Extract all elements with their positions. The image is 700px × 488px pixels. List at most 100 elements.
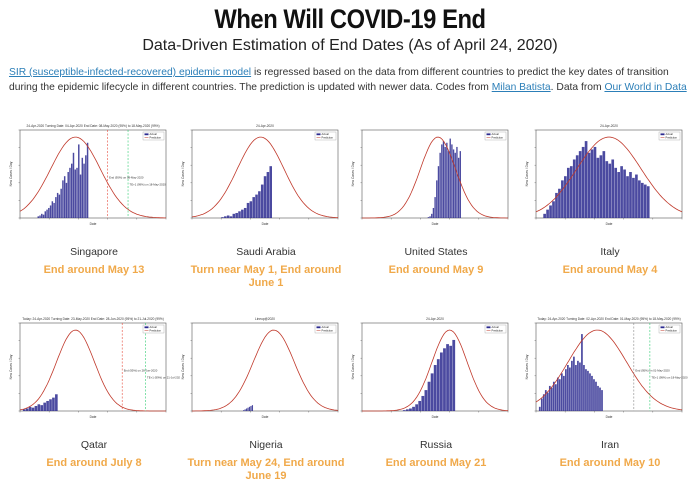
data-bar [581,146,585,218]
country-name: Italy [600,246,620,258]
data-bar [432,207,435,218]
data-bar [447,151,450,218]
country-card[interactable]: 24-Apr-2020 Actual Prediction Date New Cases… [350,313,522,488]
legend-box [484,324,507,334]
data-bar [575,365,577,411]
data-bar [76,167,78,218]
data-bar [412,406,415,411]
country-card[interactable]: Actual Prediction Date New Cases / Day Unite… [350,120,522,295]
data-bar [452,149,455,218]
data-bar [429,216,431,218]
data-bar [638,180,641,218]
data-bar [569,166,573,218]
data-bar [418,400,422,411]
end-date-prediction: End around May 21 [385,457,487,469]
data-bar [597,385,599,411]
data-bar [63,176,66,218]
data-bar [561,180,564,218]
legend-swatch-actual [144,326,149,329]
data-bar [70,163,73,218]
data-bar [56,192,59,218]
x-axis-label: Date [606,222,613,226]
data-bar [443,348,446,411]
country-card[interactable]: Lineup@2020 Actual Prediction Date New Cases… [180,313,352,488]
data-bar [552,201,555,218]
data-bar [258,191,261,218]
legend-label-prediction: Prediction [150,136,162,140]
data-bar [444,146,446,218]
country-card[interactable]: 24-Apr-2020 Actual Prediction Date New Cases… [180,120,352,295]
y-axis-label: New Cases / Day [9,354,13,379]
data-bar [427,217,430,218]
data-bar [544,390,547,411]
epidemic-chart: 24-Apr-2020 Turning Date: 04-Apr-2020 En… [9,124,167,226]
y-axis-label: New Cases / Day [525,354,529,379]
country-card[interactable]: 24-Apr-2020 Actual Prediction Date New Cases… [524,120,696,295]
data-bar [260,184,264,218]
legend-swatch-actual [316,326,321,329]
data-bar [611,159,615,218]
data-bar [558,379,561,411]
milan-batista-link[interactable]: Milan Batista [491,82,551,93]
data-bar [421,395,425,411]
data-bar [578,151,582,218]
legend-box [142,131,165,141]
data-bar [617,172,620,218]
legend-label-prediction: Prediction [492,136,504,140]
legend-box [484,131,507,141]
data-bar [614,167,618,218]
legend-label-actual: Actual [150,325,158,329]
milestone-annotation: End (95%) on 08-May-2020 [109,175,144,179]
data-bar [441,144,443,218]
legend-swatch-actual [660,326,665,329]
sir-model-link[interactable]: SIR (susceptible-infected-recovered) epi… [9,67,252,78]
data-bar [437,166,440,218]
legend-label-actual: Actual [322,325,330,329]
data-bar [263,176,267,218]
data-bar [581,334,583,411]
data-bar [402,410,406,411]
data-bar [552,381,555,411]
x-axis-label: Date [90,415,97,419]
data-bar [577,360,579,411]
legend-swatch-actual [316,133,321,136]
legend-label-prediction: Prediction [666,329,678,333]
data-bar [46,400,49,411]
country-name: Iran [600,439,620,451]
country-card[interactable]: 24-Apr-2020 Turning Date: 04-Apr-2020 En… [8,120,180,295]
data-bar [575,155,579,218]
data-bar [555,192,558,218]
epidemic-chart: Today: 24-Apr-2020 Turning Date: 02-Apr-… [525,317,688,419]
end-date-prediction: End around May 13 [43,264,145,276]
data-bar [591,375,593,411]
data-bar [40,405,44,411]
end-date-prediction: End around July 8 [46,457,142,469]
milestone-annotation: TE+1 (99%) on 18-May-2020 [651,375,688,379]
data-bar [430,373,434,411]
prediction-curve [19,329,166,412]
data-bar [22,409,26,411]
data-bar [28,406,32,411]
data-bar [543,213,546,218]
data-bar [626,176,629,218]
data-bar [605,161,609,218]
data-bar [554,384,557,411]
our-world-in-data-link[interactable]: Our World in Data [604,82,687,93]
country-card[interactable]: Today: 24-Apr-2020 Turning Date: 23-May-… [8,313,180,488]
data-bar [60,188,62,218]
data-bar [436,180,438,218]
x-axis-label: Date [432,415,439,419]
data-bar [646,186,650,218]
data-bar [243,207,247,218]
data-bar [255,194,258,218]
country-name: Nigeria [249,439,283,451]
country-card[interactable]: Today: 24-Apr-2020 Turning Date: 02-Apr-… [524,313,696,488]
description-text-2: . Data from [550,82,605,93]
